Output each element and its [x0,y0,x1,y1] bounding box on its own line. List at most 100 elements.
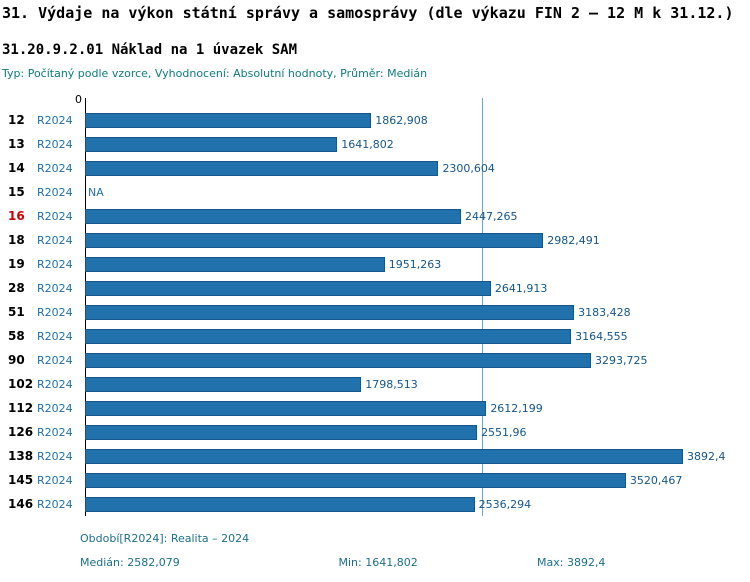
chart-row: 12 R2024 1862,908 [0,108,750,132]
row-category-label: 12 [8,113,25,127]
chart-row: 28 R2024 2641,913 [0,276,750,300]
bar [85,112,372,128]
row-period-label: R2024 [37,401,73,415]
bar [85,208,461,224]
chart-row: 15 R2024 NA [0,180,750,204]
row-period-label: R2024 [37,377,73,391]
chart-row: 102 R2024 1798,513 [0,372,750,396]
chart-row: 145 R2024 3520,467 [0,468,750,492]
bar-area: 1862,908 [85,108,750,132]
footer-stats: Medián: 2582,079 Min: 1641,802 Max: 3892… [80,556,750,569]
row-period-label: R2024 [37,209,73,223]
chart-row: 13 R2024 1641,802 [0,132,750,156]
bar [85,400,487,416]
row-period-label: R2024 [37,353,73,367]
chart-row: 146 R2024 2536,294 [0,492,750,516]
bar-value-label: 1798,513 [365,377,418,391]
bar-area: 2612,199 [85,396,750,420]
footer: Období[R2024]: Realita – 2024 Medián: 25… [80,532,750,569]
row-period-label: R2024 [37,185,73,199]
row-period-label: R2024 [37,281,73,295]
bar-value-label: 2551,96 [481,425,527,439]
row-category-label: 18 [8,233,25,247]
bar [85,376,362,392]
bar [85,136,338,152]
bar-value-label: 3183,428 [578,305,631,319]
bar [85,232,544,248]
bar [85,304,575,320]
row-category-label: 51 [8,305,25,319]
row-period-label: R2024 [37,113,73,127]
footer-period: Období[R2024]: Realita – 2024 [80,532,250,545]
bar [85,352,592,368]
chart-row: 14 R2024 2300,604 [0,156,750,180]
bar-value-label: 2536,294 [478,497,532,511]
row-period-label: R2024 [37,473,73,487]
bar-area: 2536,294 [85,492,750,516]
row-category-label: 13 [8,137,25,151]
bar-area: 3183,428 [85,300,750,324]
row-category-label: 102 [8,377,34,391]
row-period-label: R2024 [37,425,73,439]
bar-value-label: 2447,265 [464,209,518,223]
bar-area: 2447,265 [85,204,750,228]
bar-value-label: 2300,604 [442,161,495,175]
bar-area: 2641,913 [85,276,750,300]
bar-area: 3520,467 [85,468,750,492]
bar [85,328,572,344]
chart-row: 90 R2024 3293,725 [0,348,750,372]
row-category-label: 15 [8,185,25,199]
row-period-label: R2024 [37,305,73,319]
chart-row: 18 R2024 2982,491 [0,228,750,252]
row-category-label: 16 [8,209,25,223]
chart-row: 126 R2024 2551,96 [0,420,750,444]
footer-max: Max: 3892,4 [537,556,606,569]
chart-row: 16 R2024 2447,265 [0,204,750,228]
chart-subtitle: 31.20.9.2.01 Náklad na 1 úvazek SAM [2,42,298,58]
bar-value-label: 2982,491 [547,233,600,247]
bar-area: NA [85,180,750,204]
chart-meta: Typ: Počítaný podle vzorce, Vyhodnocení:… [2,67,428,80]
bar-area: 3164,555 [85,324,750,348]
row-period-label: R2024 [37,233,73,247]
page-title: 31. Výdaje na výkon státní správy a samo… [2,4,734,22]
bar-value-label: 2612,199 [490,401,543,415]
row-category-label: 145 [8,473,34,487]
bar-value-label: 1951,263 [388,257,442,271]
row-category-label: 112 [8,401,34,415]
bar-value-label: 3520,467 [629,473,683,487]
row-category-label: 146 [8,497,34,511]
bar-area: 1641,802 [85,132,750,156]
bar [85,448,683,464]
row-period-label: R2024 [37,161,73,175]
row-period-label: R2024 [37,497,73,511]
chart-row: 138 R2024 3892,4 [0,444,750,468]
row-category-label: 138 [8,449,34,463]
bar [85,280,491,296]
bar-value-label: 3164,555 [575,329,628,343]
bar [85,472,626,488]
row-period-label: R2024 [37,137,73,151]
bar-value-label: 1862,908 [375,113,428,127]
bar-value-label: 2641,913 [494,281,548,295]
row-category-label: 19 [8,257,25,271]
bar [85,160,439,176]
row-period-label: R2024 [37,449,73,463]
bar-chart: 0 12 R2024 1862,908 13 R2024 1641,802 14 R2024 2… [0,93,750,516]
row-category-label: 58 [8,329,25,343]
chart-row: 58 R2024 3164,555 [0,324,750,348]
row-category-label: 90 [8,353,25,367]
bar-value-label: 3892,4 [687,449,726,463]
bar-area: 2551,96 [85,420,750,444]
chart-row: 19 R2024 1951,263 [0,252,750,276]
chart-row: 112 R2024 2612,199 [0,396,750,420]
bar [85,256,385,272]
bar-area: 1951,263 [85,252,750,276]
bar-area: 1798,513 [85,372,750,396]
bar-area: 2300,604 [85,156,750,180]
row-category-label: 126 [8,425,34,439]
bar-value-label: 3293,725 [595,353,648,367]
row-category-label: 14 [8,161,25,175]
bar [85,496,475,512]
bar-value-label: 1641,802 [341,137,394,151]
